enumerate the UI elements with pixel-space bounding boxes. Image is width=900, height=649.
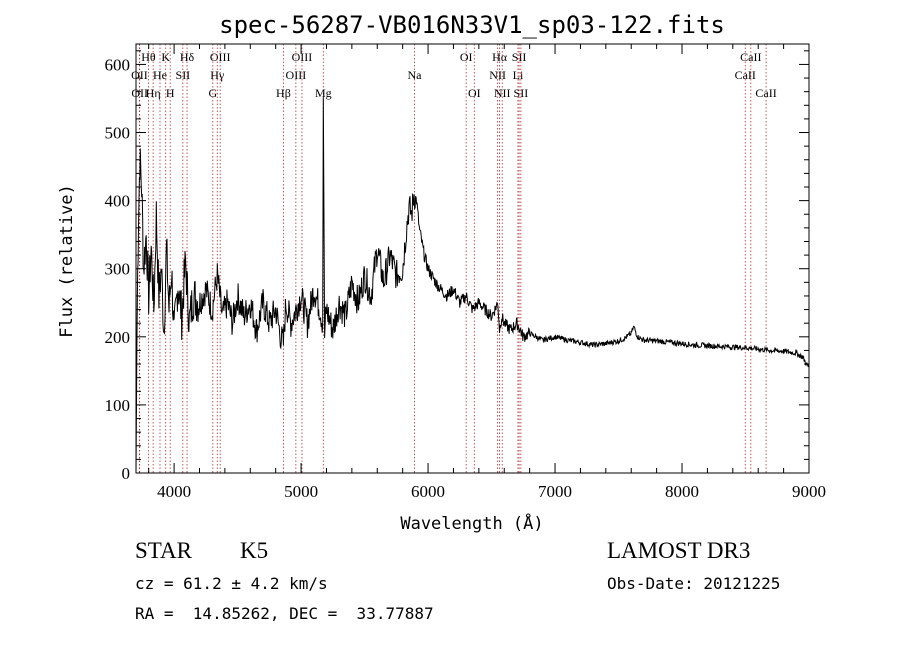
y-axis-label: Flux (relative) [57, 184, 77, 338]
line-label: OI [460, 50, 473, 64]
x-tick-label: 5000 [284, 482, 318, 501]
x-tick-label: 8000 [665, 482, 699, 501]
y-tick-label: 500 [105, 124, 131, 143]
y-tick-label: 300 [105, 260, 131, 279]
spectrum-series [135, 97, 810, 474]
line-label: Na [407, 68, 422, 82]
redshift-cz: cz = 61.2 ± 4.2 km/s [135, 574, 328, 593]
line-label: OIII [210, 50, 231, 64]
line-label: NII [494, 86, 511, 100]
x-tick-label: 7000 [538, 482, 572, 501]
line-label: OIII [292, 50, 313, 64]
plot-frame [135, 43, 810, 474]
observation-date: Obs-Date: 20121225 [607, 574, 781, 593]
y-tick-label: 600 [105, 55, 131, 74]
y-tick-label: 200 [105, 328, 131, 347]
x-tick-label: 9000 [792, 482, 826, 501]
axis-ticks: 4000 5000 6000 7000 8000 9000 0 100 200 300 400 500… [105, 44, 826, 501]
line-label: Hθ [141, 50, 156, 64]
line-label: Hα [492, 50, 508, 64]
line-label: CaII [740, 50, 761, 64]
line-label: Hβ [276, 86, 291, 100]
x-tick-label: 4000 [157, 482, 191, 501]
line-label: G [208, 86, 217, 100]
line-label: CaII [755, 86, 776, 100]
x-axis-label: Wavelength (Å) [400, 512, 543, 534]
line-label: SII [176, 68, 191, 82]
chart-title: spec-56287-VB016N33V1_sp03-122.fits [219, 11, 725, 39]
survey-name: LAMOST DR3 [607, 538, 751, 563]
coordinates: RA = 14.85262, DEC = 33.77887 [135, 604, 434, 623]
line-label: SII [514, 86, 529, 100]
object-type: STAR [135, 538, 192, 563]
line-label: SII [512, 50, 527, 64]
line-label: OIII [286, 68, 307, 82]
line-label: OI [468, 86, 481, 100]
x-tick-label: 6000 [411, 482, 445, 501]
y-tick-label: 400 [105, 192, 131, 211]
line-label: OII [131, 68, 148, 82]
line-label: Mg [315, 86, 332, 100]
line-label: H [166, 86, 175, 100]
line-label: CaII [735, 68, 756, 82]
line-label: Hγ [210, 68, 225, 82]
spectrum-line [135, 97, 810, 474]
line-label: Hη [146, 86, 161, 100]
y-tick-label: 0 [122, 464, 131, 483]
line-label: Li [513, 68, 524, 82]
line-label: K [161, 50, 170, 64]
object-subclass: K5 [240, 538, 269, 563]
line-label: Hδ [180, 50, 195, 64]
line-label: He [153, 68, 167, 82]
line-label: NII [489, 68, 506, 82]
y-tick-label: 100 [105, 396, 131, 415]
